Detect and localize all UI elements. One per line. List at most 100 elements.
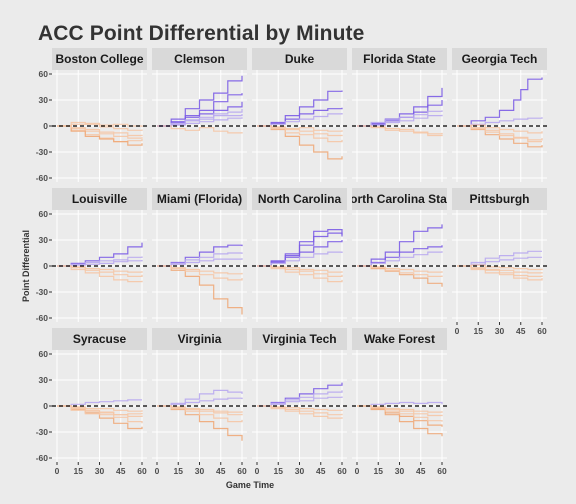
x-tick-label: 15	[174, 466, 184, 476]
series-line-1	[257, 382, 343, 407]
panel-florida-state: Florida State	[352, 48, 447, 182]
series-line-6	[57, 405, 143, 412]
series-line-3	[57, 259, 143, 267]
x-tick-label: 30	[395, 466, 405, 476]
series-line-6	[57, 265, 143, 273]
panel-virginia: Virginia	[152, 328, 247, 462]
strip-background	[52, 328, 147, 350]
series-line-7	[157, 125, 243, 134]
series-line-5	[157, 265, 243, 281]
strip-background	[252, 188, 347, 210]
series-line-1	[57, 242, 143, 267]
panels-group: Boston College Clemson Duke Florida State Ge…	[52, 48, 547, 462]
y-tick-label: -60	[36, 313, 49, 323]
series-line-6	[157, 265, 243, 275]
panel-pittsburgh: Pittsburgh	[452, 188, 547, 322]
series-line-2	[157, 397, 243, 407]
x-tick-label: 15	[274, 466, 284, 476]
series-line-6	[257, 265, 343, 283]
series-line-5	[257, 405, 343, 416]
series-line-7	[257, 265, 343, 273]
series-line-3	[257, 396, 343, 407]
y-tick-label: 60	[39, 349, 49, 359]
series-line-5	[457, 265, 543, 274]
panel-title: Clemson	[174, 52, 225, 66]
panel-north-carolina: North Carolina	[252, 188, 347, 322]
strip-background	[152, 188, 247, 210]
x-tick-label: 15	[74, 466, 84, 476]
series-line-6	[157, 405, 243, 413]
y-tick-label: 60	[39, 209, 49, 219]
series-line-4	[57, 125, 143, 137]
y-tick-label: -60	[36, 173, 49, 183]
x-tick-label: 30	[495, 326, 505, 336]
series-line-4	[257, 405, 343, 419]
x-tick-label: 30	[295, 466, 305, 476]
panel-louisville: Louisville	[52, 188, 147, 322]
panel-wake-forest: Wake Forest	[352, 328, 447, 462]
x-tick-label: 60	[537, 326, 547, 336]
x-tick-label: 0	[255, 466, 260, 476]
panel-duke: Duke	[252, 48, 347, 182]
x-tick-label: 60	[337, 466, 347, 476]
series-line-3	[157, 258, 243, 267]
x-tick-label: 0	[155, 466, 160, 476]
panel-title: Duke	[285, 52, 315, 66]
series-line-3	[357, 110, 443, 127]
series-line-4	[457, 265, 543, 277]
series-line-3	[157, 405, 243, 441]
y-axis-tick-labels: -60 -30 0 30 60 -60 -30 0 30 60 -60 -30 0 30 60	[36, 69, 52, 463]
panel-virginia-tech: Virginia Tech	[252, 328, 347, 462]
x-tick-label: 60	[437, 466, 447, 476]
series-line-2	[257, 107, 343, 127]
x-tick-label: 30	[95, 466, 105, 476]
strip-background	[252, 48, 347, 70]
strip-background	[252, 328, 347, 350]
series-line-6	[457, 124, 543, 134]
series-line-1	[57, 399, 142, 407]
strip-background	[452, 188, 547, 210]
series-line-4	[157, 108, 243, 127]
x-tick-label: 15	[374, 466, 384, 476]
y-tick-label: -60	[36, 453, 49, 463]
series-line-1	[457, 250, 542, 267]
y-tick-label: 30	[39, 95, 49, 105]
series-line-4	[157, 405, 243, 423]
series-line-5	[357, 405, 443, 417]
x-tick-label: 60	[237, 466, 247, 476]
series-line-2	[457, 117, 543, 127]
strip-background	[352, 188, 447, 210]
series-line-4	[357, 114, 443, 127]
series-line-5	[57, 265, 143, 277]
panel-miami-florida: Miami (Florida)	[152, 188, 247, 322]
series-line-6	[157, 117, 243, 127]
series-line-6	[257, 405, 343, 411]
series-line-3	[357, 405, 443, 427]
x-tick-label: 45	[416, 466, 426, 476]
x-axis-tick-labels: 0 15 30 45 60 0 15 30 45 60 0 15 30 45 60 0 15 30 45 60 0 15 3…	[55, 322, 547, 476]
x-tick-label: 0	[355, 466, 360, 476]
series-line-3	[257, 113, 343, 127]
panel-georgia-tech: Georgia Tech	[452, 48, 547, 182]
y-tick-label: 0	[43, 261, 48, 271]
y-tick-label: 60	[39, 69, 49, 79]
series-line-2	[357, 245, 443, 267]
series-line-2	[157, 252, 243, 267]
series-line-3	[457, 265, 543, 281]
series-line-2	[357, 405, 443, 437]
x-tick-label: 45	[316, 466, 326, 476]
panel-title: Virginia Tech	[262, 332, 336, 346]
series-line-3	[57, 125, 143, 146]
x-axis-title: Game Time	[226, 480, 274, 490]
series-line-4	[357, 265, 443, 287]
x-tick-label: 45	[516, 326, 526, 336]
series-line-6	[457, 264, 543, 271]
series-line-5	[457, 125, 542, 143]
series-line-3	[157, 101, 243, 127]
chart-title: ACC Point Differential by Minute	[38, 22, 365, 45]
x-tick-label: 0	[55, 466, 60, 476]
series-line-1	[357, 401, 443, 407]
series-line-3	[257, 240, 343, 267]
strip-background	[352, 48, 447, 70]
